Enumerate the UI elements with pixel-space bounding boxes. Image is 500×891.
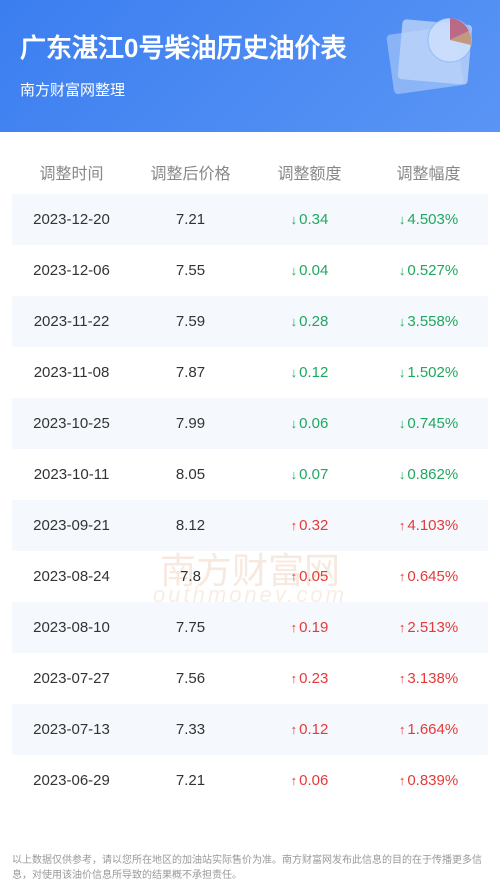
- arrow-up-icon: ↑: [399, 773, 406, 788]
- cell-date: 2023-06-29: [12, 772, 131, 789]
- col-header-delta: 调整额度: [250, 160, 369, 184]
- table-row: 2023-11-087.87↓0.12↓1.502%: [12, 347, 488, 398]
- arrow-down-icon: ↓: [291, 416, 298, 431]
- table-row: 2023-11-227.59↓0.28↓3.558%: [12, 296, 488, 347]
- cell-price: 7.99: [131, 415, 250, 432]
- cell-price: 7.21: [131, 772, 250, 789]
- arrow-up-icon: ↑: [291, 620, 298, 635]
- cell-date: 2023-10-25: [12, 415, 131, 432]
- col-header-date: 调整时间: [12, 160, 131, 184]
- arrow-down-icon: ↓: [291, 212, 298, 227]
- arrow-up-icon: ↑: [291, 518, 298, 533]
- arrow-down-icon: ↓: [399, 212, 406, 227]
- cell-price: 7.56: [131, 670, 250, 687]
- cell-delta: ↓0.07: [250, 466, 369, 483]
- arrow-down-icon: ↓: [291, 467, 298, 482]
- cell-pct: ↓3.558%: [369, 313, 488, 330]
- cell-pct: ↓0.862%: [369, 466, 488, 483]
- table-row: 2023-06-297.21↑0.06↑0.839%: [12, 755, 488, 806]
- cell-price: 7.8: [131, 568, 250, 585]
- cell-delta: ↓0.28: [250, 313, 369, 330]
- arrow-down-icon: ↓: [399, 365, 406, 380]
- cell-pct: ↑4.103%: [369, 517, 488, 534]
- cell-price: 8.12: [131, 517, 250, 534]
- cell-price: 7.87: [131, 364, 250, 381]
- arrow-down-icon: ↓: [399, 314, 406, 329]
- table-body: 2023-12-207.21↓0.34↓4.503%2023-12-067.55…: [12, 194, 488, 806]
- arrow-up-icon: ↑: [291, 773, 298, 788]
- col-header-pct: 调整幅度: [369, 160, 488, 184]
- arrow-up-icon: ↑: [399, 722, 406, 737]
- cell-date: 2023-07-27: [12, 670, 131, 687]
- header: 广东湛江0号柴油历史油价表 南方财富网整理: [0, 0, 500, 132]
- cell-price: 8.05: [131, 466, 250, 483]
- cell-delta: ↑0.32: [250, 517, 369, 534]
- arrow-up-icon: ↑: [291, 671, 298, 686]
- cell-price: 7.55: [131, 262, 250, 279]
- cell-pct: ↓4.503%: [369, 211, 488, 228]
- arrow-up-icon: ↑: [291, 722, 298, 737]
- cell-date: 2023-09-21: [12, 517, 131, 534]
- col-header-price: 调整后价格: [131, 160, 250, 184]
- table-row: 2023-09-218.12↑0.32↑4.103%: [12, 500, 488, 551]
- arrow-up-icon: ↑: [399, 620, 406, 635]
- cell-delta: ↓0.34: [250, 211, 369, 228]
- table-header-row: 调整时间 调整后价格 调整额度 调整幅度: [12, 150, 488, 194]
- cell-date: 2023-08-10: [12, 619, 131, 636]
- cell-date: 2023-11-08: [12, 364, 131, 381]
- cell-price: 7.75: [131, 619, 250, 636]
- arrow-down-icon: ↓: [399, 263, 406, 278]
- cell-pct: ↑0.839%: [369, 772, 488, 789]
- cell-date: 2023-11-22: [12, 313, 131, 330]
- table-row: 2023-10-257.99↓0.06↓0.745%: [12, 398, 488, 449]
- arrow-down-icon: ↓: [291, 314, 298, 329]
- cell-price: 7.59: [131, 313, 250, 330]
- cell-pct: ↑2.513%: [369, 619, 488, 636]
- arrow-down-icon: ↓: [291, 263, 298, 278]
- price-table-container: 南方财富网 outhmoney.com 调整时间 调整后价格 调整额度 调整幅度…: [0, 132, 500, 806]
- cell-price: 7.21: [131, 211, 250, 228]
- table-row: 2023-12-207.21↓0.34↓4.503%: [12, 194, 488, 245]
- cell-date: 2023-12-20: [12, 211, 131, 228]
- arrow-down-icon: ↓: [399, 416, 406, 431]
- table-row: 2023-07-277.56↑0.23↑3.138%: [12, 653, 488, 704]
- arrow-up-icon: ↑: [399, 518, 406, 533]
- cell-pct: ↓0.527%: [369, 262, 488, 279]
- cell-date: 2023-12-06: [12, 262, 131, 279]
- page-title: 广东湛江0号柴油历史油价表: [20, 28, 480, 65]
- cell-delta: ↑0.06: [250, 772, 369, 789]
- arrow-down-icon: ↓: [399, 467, 406, 482]
- cell-date: 2023-08-24: [12, 568, 131, 585]
- cell-pct: ↑0.645%: [369, 568, 488, 585]
- cell-pct: ↓0.745%: [369, 415, 488, 432]
- table-row: 2023-07-137.33↑0.12↑1.664%: [12, 704, 488, 755]
- page-subtitle: 南方财富网整理: [20, 79, 480, 100]
- table-row: 2023-10-118.05↓0.07↓0.862%: [12, 449, 488, 500]
- cell-date: 2023-07-13: [12, 721, 131, 738]
- table-row: 2023-08-247.8↑0.05↑0.645%: [12, 551, 488, 602]
- arrow-down-icon: ↓: [291, 365, 298, 380]
- cell-delta: ↑0.23: [250, 670, 369, 687]
- arrow-up-icon: ↑: [399, 569, 406, 584]
- cell-price: 7.33: [131, 721, 250, 738]
- cell-pct: ↑3.138%: [369, 670, 488, 687]
- cell-delta: ↓0.12: [250, 364, 369, 381]
- cell-delta: ↑0.05: [250, 568, 369, 585]
- table-row: 2023-12-067.55↓0.04↓0.527%: [12, 245, 488, 296]
- arrow-up-icon: ↑: [291, 569, 298, 584]
- cell-delta: ↑0.19: [250, 619, 369, 636]
- cell-delta: ↓0.04: [250, 262, 369, 279]
- cell-date: 2023-10-11: [12, 466, 131, 483]
- footer-disclaimer: 以上数据仅供参考，请以您所在地区的加油站实际售价为准。南方财富网发布此信息的目的…: [12, 853, 488, 883]
- table-row: 2023-08-107.75↑0.19↑2.513%: [12, 602, 488, 653]
- cell-pct: ↓1.502%: [369, 364, 488, 381]
- cell-pct: ↑1.664%: [369, 721, 488, 738]
- arrow-up-icon: ↑: [399, 671, 406, 686]
- cell-delta: ↓0.06: [250, 415, 369, 432]
- cell-delta: ↑0.12: [250, 721, 369, 738]
